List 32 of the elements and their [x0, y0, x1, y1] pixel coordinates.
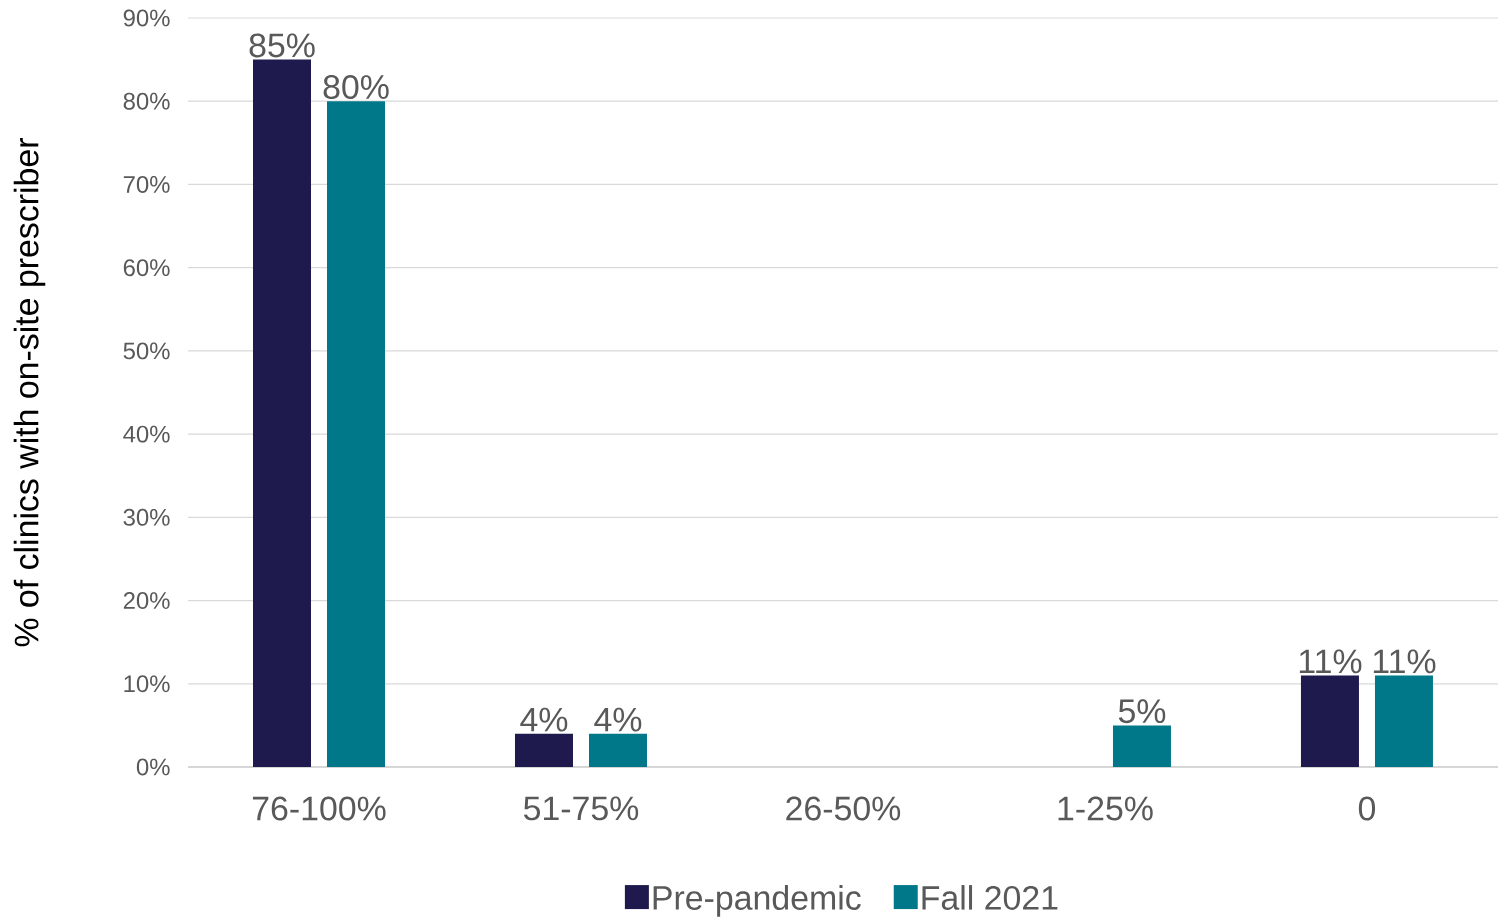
x-tick-label: 0 [1358, 796, 1376, 821]
data-label: 11% [1299, 649, 1362, 674]
y-tick-label: 10% [124, 675, 170, 693]
bar [514, 733, 573, 767]
y-tick-label: 0% [136, 758, 170, 776]
bar [1374, 675, 1433, 767]
data-label: 4% [520, 707, 568, 732]
y-tick-label: 30% [123, 508, 170, 526]
x-tick-label: 1-25% [1058, 796, 1153, 821]
data-label: 85% [249, 33, 315, 58]
data-label: 4% [594, 707, 642, 732]
y-axis-title: % of clinics with on-site prescriber [13, 138, 46, 647]
bar [253, 59, 311, 767]
bar [327, 101, 385, 767]
legend-label: Pre-pandemic [653, 885, 861, 917]
y-tick-label: 40% [123, 425, 170, 443]
y-tick-label: 90% [123, 9, 170, 27]
y-tick-label: 70% [123, 175, 170, 193]
legend-label: Fall 2021 [922, 885, 1058, 910]
x-tick-label: 51-75% [523, 796, 639, 821]
bar [588, 733, 647, 767]
data-label: 5% [1118, 699, 1166, 724]
data-label: 11% [1373, 649, 1436, 674]
data-label: 80% [323, 75, 389, 100]
y-tick-label: 20% [123, 592, 170, 610]
y-tick-label: 60% [123, 259, 170, 277]
y-tick-label: 50% [123, 342, 170, 360]
x-tick-label: 26-50% [786, 796, 901, 821]
x-tick-label: 76-100% [252, 796, 386, 821]
bar [1112, 725, 1171, 767]
y-tick-label: 80% [123, 92, 170, 110]
bar [1300, 675, 1359, 767]
